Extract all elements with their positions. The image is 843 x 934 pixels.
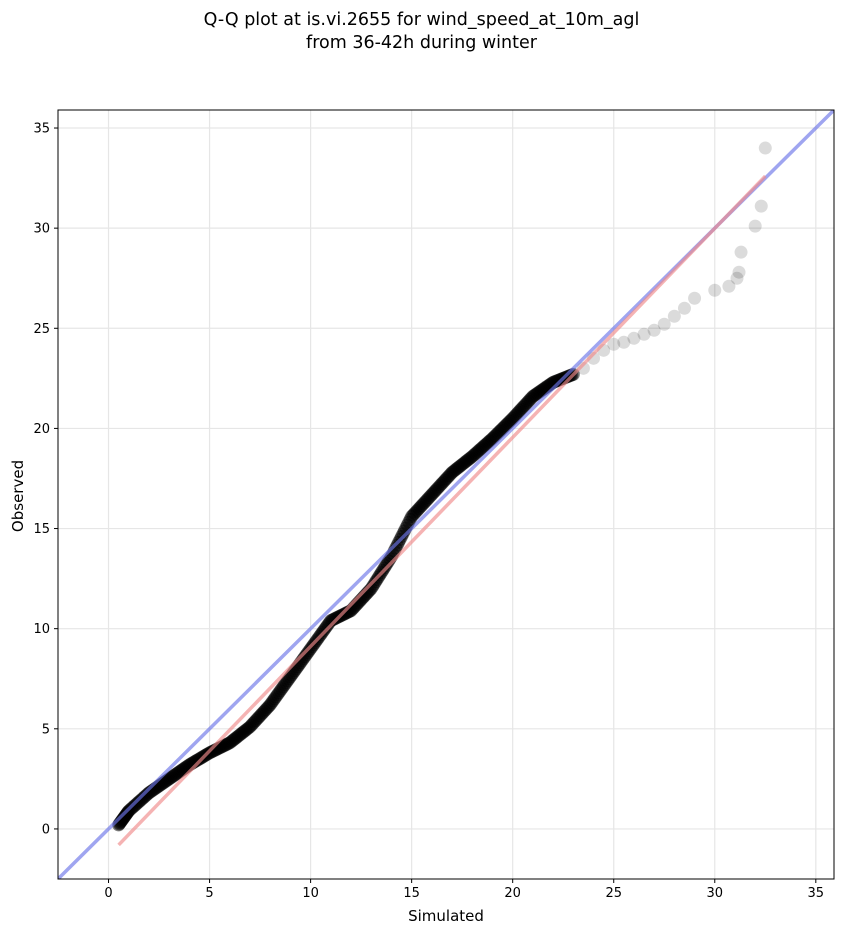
qq-point — [758, 141, 772, 155]
y-axis-label: Observed — [9, 460, 27, 532]
y-tick-label: 5 — [42, 722, 50, 737]
x-axis-label: Simulated — [408, 907, 484, 925]
qq-point — [732, 265, 746, 279]
y-tick-label: 25 — [33, 322, 50, 337]
qq-point — [627, 331, 641, 345]
x-tick-label: 15 — [403, 886, 420, 901]
x-tick-label: 35 — [808, 886, 825, 901]
y-tick-label: 30 — [33, 222, 50, 237]
x-tick-label: 20 — [504, 886, 521, 901]
qq-point — [730, 271, 744, 285]
qq-point — [657, 317, 671, 331]
qq-point — [688, 291, 702, 305]
qq-point — [754, 199, 768, 213]
qq-point — [637, 327, 651, 341]
qq-point — [734, 245, 748, 259]
qq-point — [748, 219, 762, 233]
qq-point — [722, 279, 736, 293]
x-tick-label: 10 — [302, 886, 319, 901]
plot-frame — [57, 109, 835, 880]
y-tick-label: 20 — [33, 422, 50, 437]
y-axis-ticks: 0 5 10 15 20 25 30 35 — [33, 122, 58, 837]
x-tick-label: 30 — [706, 886, 723, 901]
qq-point — [647, 323, 661, 337]
qq-point — [708, 283, 722, 297]
x-axis-ticks: 0 5 10 15 20 25 30 35 — [104, 879, 824, 901]
chart-title-line-2: from 36-42h during winter — [306, 33, 537, 53]
y-tick-label: 10 — [33, 622, 50, 637]
y-tick-label: 35 — [33, 122, 50, 137]
x-tick-label: 5 — [205, 886, 213, 901]
fit-line — [117, 174, 767, 847]
x-tick-label: 25 — [605, 886, 622, 901]
chart-title-line-1: Q-Q plot at is.vi.2655 for wind_speed_at… — [203, 10, 640, 30]
qq-point — [677, 301, 691, 315]
y-tick-label: 15 — [33, 522, 50, 537]
qq-point — [667, 309, 681, 323]
reference-lines — [58, 110, 834, 879]
y-tick-label: 0 — [42, 822, 50, 837]
data-points — [112, 141, 772, 832]
qq-point — [617, 335, 631, 349]
x-tick-label: 0 — [104, 886, 112, 901]
qq-point — [607, 337, 621, 351]
